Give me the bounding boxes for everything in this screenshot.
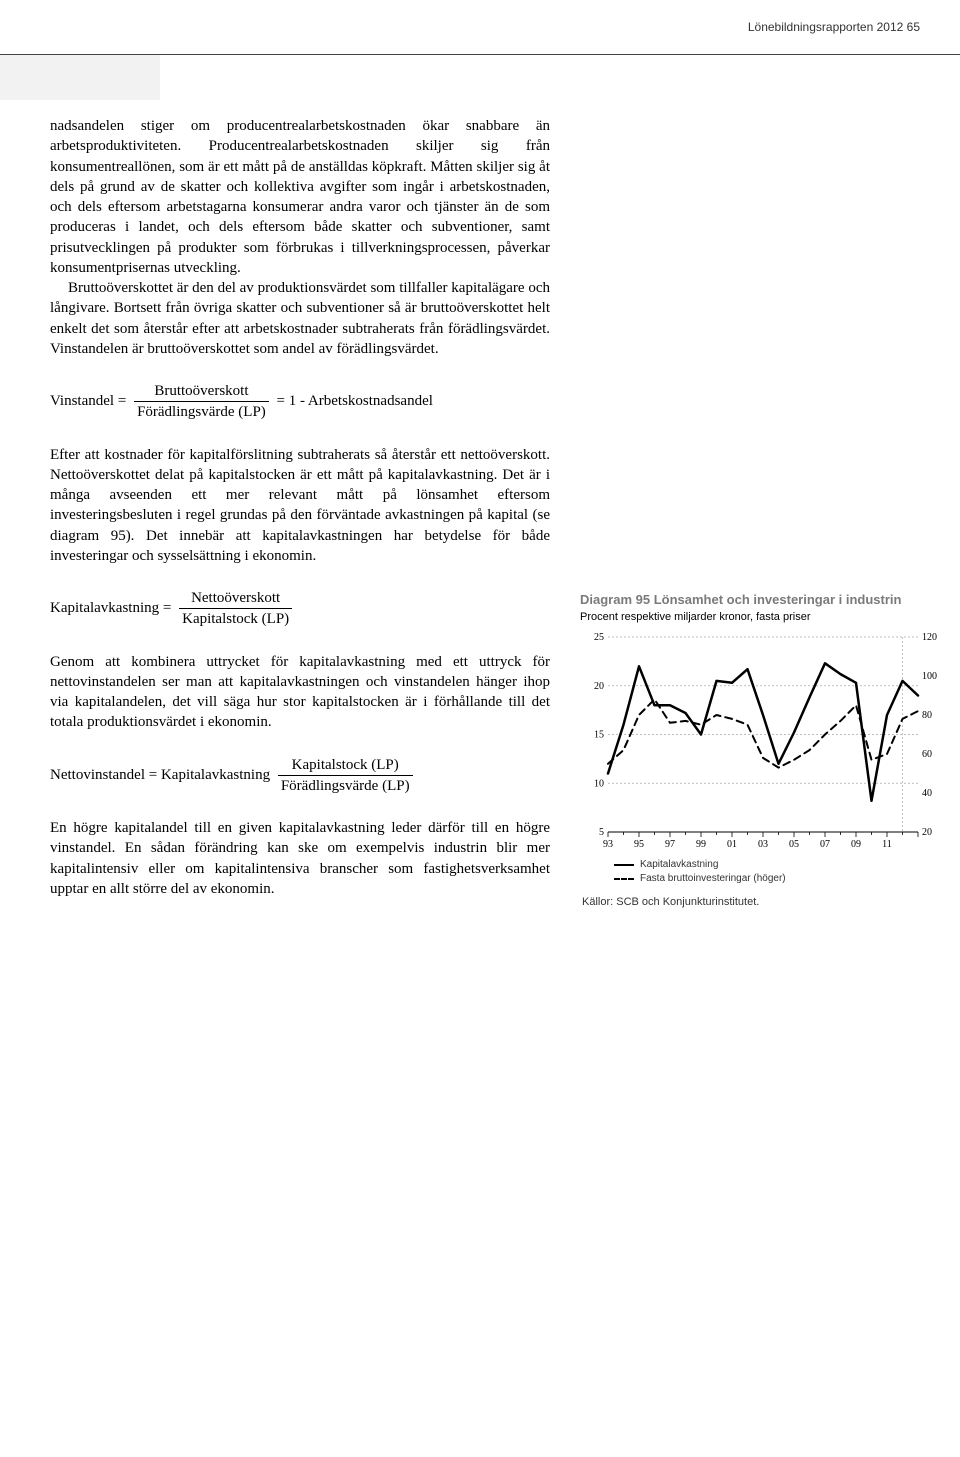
- chart-subtitle: Procent respektive miljarder kronor, fas…: [580, 611, 950, 623]
- formula-mid: Kapitalavkastning: [161, 767, 270, 783]
- svg-text:80: 80: [922, 710, 932, 721]
- legend: Kapitalavkastning Fasta bruttoinvesterin…: [580, 858, 950, 886]
- fraction-num: Kapitalstock (LP): [278, 755, 413, 776]
- svg-text:99: 99: [696, 839, 706, 850]
- formula-kapitalavkastning: Kapitalavkastning = Nettoöverskott Kapit…: [50, 588, 550, 630]
- side-column: Diagram 95 Lönsamhet och investeringar i…: [580, 116, 950, 908]
- fraction-den: Förädlingsvärde (LP): [278, 776, 413, 796]
- legend-line-solid: [614, 864, 634, 866]
- legend-item: Fasta bruttoinvesteringar (höger): [614, 872, 950, 886]
- svg-text:95: 95: [634, 839, 644, 850]
- formula-lhs: Nettovinstandel: [50, 767, 145, 783]
- svg-text:10: 10: [594, 778, 604, 789]
- formula-vinstandel: Vinstandel = Bruttoöverskott Förädlingsv…: [50, 381, 550, 423]
- fraction-den: Förädlingsvärde (LP): [134, 402, 269, 422]
- svg-text:5: 5: [599, 827, 604, 838]
- header-grey-block: [0, 55, 160, 100]
- svg-text:100: 100: [922, 671, 937, 682]
- svg-text:40: 40: [922, 788, 932, 799]
- paragraph: Bruttoöverskottet är den del av produkti…: [50, 278, 550, 359]
- formula-nettovinstandel: Nettovinstandel = Kapitalavkastning Kapi…: [50, 755, 550, 797]
- svg-text:20: 20: [594, 681, 604, 692]
- paragraph: En högre kapitalandel till en given kapi…: [50, 818, 550, 899]
- fraction: Kapitalstock (LP) Förädlingsvärde (LP): [278, 755, 413, 797]
- svg-text:120: 120: [922, 632, 937, 643]
- svg-text:03: 03: [758, 839, 768, 850]
- formula-rhs: 1 - Arbetskostnadsandel: [289, 393, 433, 409]
- fraction: Bruttoöverskott Förädlingsvärde (LP): [134, 381, 269, 423]
- paragraph: nadsandelen stiger om producentrealarbet…: [50, 116, 550, 278]
- paragraph: Efter att kostnader för kapitalförslitni…: [50, 445, 550, 567]
- legend-label: Kapitalavkastning: [640, 858, 718, 872]
- fraction-num: Nettoöverskott: [179, 588, 292, 609]
- svg-text:01: 01: [727, 839, 737, 850]
- legend-line-dashed: [614, 878, 634, 880]
- legend-item: Kapitalavkastning: [614, 858, 950, 872]
- chart-svg: 25 20 15 10 5 120 100 80 60 40 20 93 95 97 99 01 03 05 07 0…: [580, 629, 950, 854]
- svg-text:60: 60: [922, 749, 932, 760]
- chart-block: Diagram 95 Lönsamhet och investeringar i…: [580, 592, 950, 908]
- chart-sources: Källor: SCB och Konjunkturinstitutet.: [580, 896, 950, 908]
- svg-text:11: 11: [882, 839, 892, 850]
- fraction: Nettoöverskott Kapitalstock (LP): [179, 588, 292, 630]
- formula-lhs: Vinstandel: [50, 393, 114, 409]
- svg-text:25: 25: [594, 632, 604, 643]
- svg-text:07: 07: [820, 839, 830, 850]
- main-column: nadsandelen stiger om producentrealarbet…: [50, 116, 550, 908]
- fraction-num: Bruttoöverskott: [134, 381, 269, 402]
- chart-title: Diagram 95 Lönsamhet och investeringar i…: [580, 592, 950, 609]
- svg-text:15: 15: [594, 729, 604, 740]
- svg-text:05: 05: [789, 839, 799, 850]
- svg-text:09: 09: [851, 839, 861, 850]
- svg-text:20: 20: [922, 827, 932, 838]
- svg-text:97: 97: [665, 839, 675, 850]
- page-header: Lönebildningsrapporten 2012 65: [748, 20, 920, 34]
- paragraph: Genom att kombinera uttrycket för kapita…: [50, 652, 550, 733]
- fraction-den: Kapitalstock (LP): [179, 609, 292, 629]
- legend-label: Fasta bruttoinvesteringar (höger): [640, 872, 786, 886]
- svg-text:93: 93: [603, 839, 613, 850]
- formula-lhs: Kapitalavkastning: [50, 600, 159, 616]
